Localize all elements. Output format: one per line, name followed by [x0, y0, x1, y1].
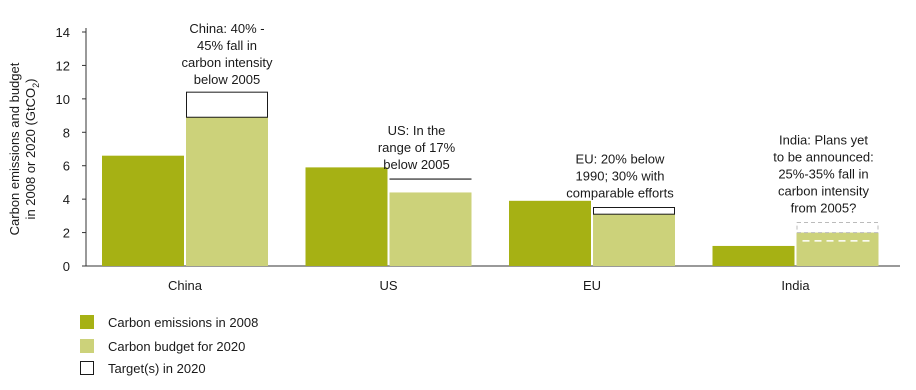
annotation-india-line-4: carbon intensity: [778, 184, 870, 199]
legend-label-budget-2020: Carbon budget for 2020: [108, 338, 246, 354]
y-tick-label: 8: [63, 125, 70, 140]
y-tick-label: 2: [63, 226, 70, 241]
annotation-us-line-3: below 2005: [383, 157, 450, 172]
annotation-eu-line-3: comparable efforts: [566, 186, 674, 201]
target-box-china: [186, 91, 268, 118]
annotation-us-line-1: US: In the: [388, 123, 446, 138]
annotation-india-line-1: India: Plans yet: [779, 133, 868, 148]
y-axis-title-line2: in 2008 or 2020 (GtCO2): [23, 79, 41, 220]
annotation-eu-line-1: EU: 20% below: [576, 152, 665, 167]
target-dashed-box-india: [796, 222, 879, 234]
legend-item-budget-2020: Carbon budget for 2020: [80, 338, 258, 354]
y-tick-label: 14: [56, 25, 70, 40]
bar-emissions-2008-india: [712, 245, 795, 266]
annotation-china-line-1: China: 40% -: [189, 21, 264, 36]
legend-swatch-emissions-2008: [80, 315, 94, 329]
chart: 0 2 4 6 8 10 12 14 Carbon emissions and budget in…: [7, 21, 900, 293]
legend-item-targets-2020: Target(s) in 2020: [80, 360, 258, 376]
x-category-label-us: US: [379, 278, 397, 293]
legend: Carbon emissions in 2008 Carbon budget f…: [80, 314, 258, 382]
bar-emissions-2008-eu: [509, 200, 591, 266]
annotation-india-line-3: 25%-35% fall in: [778, 167, 868, 182]
y-axis-title-line1: Carbon emissions and budget: [7, 62, 22, 235]
bar-budget-2020-eu: [593, 214, 675, 266]
annotation-china-line-2: 45% fall in: [197, 38, 257, 53]
annotation-india-line-2: to be announced:: [773, 150, 873, 165]
y-tick-label: 6: [63, 159, 70, 174]
bar-budget-2020-us: [389, 192, 472, 266]
bar-emissions-2008-china: [102, 155, 184, 266]
x-category-label-eu: EU: [583, 278, 601, 293]
annotation-china-line-4: below 2005: [194, 72, 261, 87]
legend-item-emissions-2008: Carbon emissions in 2008: [80, 314, 258, 330]
annotation-us-line-2: range of 17%: [378, 140, 456, 155]
y-tick-label: 4: [63, 192, 70, 207]
annotation-india-line-5: from 2005?: [791, 201, 857, 216]
x-category-label-india: India: [781, 278, 810, 293]
legend-swatch-budget-2020: [80, 339, 94, 353]
target-box-eu: [593, 207, 675, 215]
y-tick-label: 12: [56, 58, 70, 73]
annotation-china-line-3: carbon intensity: [181, 55, 273, 70]
y-tick-label: 10: [56, 92, 70, 107]
bar-budget-2020-india: [796, 232, 879, 266]
legend-swatch-targets-2020: [80, 361, 94, 375]
legend-label-targets-2020: Target(s) in 2020: [108, 360, 206, 376]
y-tick-label: 0: [63, 259, 70, 274]
annotation-eu-line-2: 1990; 30% with: [576, 169, 665, 184]
bar-emissions-2008-us: [305, 167, 388, 266]
legend-label-emissions-2008: Carbon emissions in 2008: [108, 314, 259, 330]
x-category-label-china: China: [168, 278, 203, 293]
bar-budget-2020-china: [186, 117, 268, 266]
